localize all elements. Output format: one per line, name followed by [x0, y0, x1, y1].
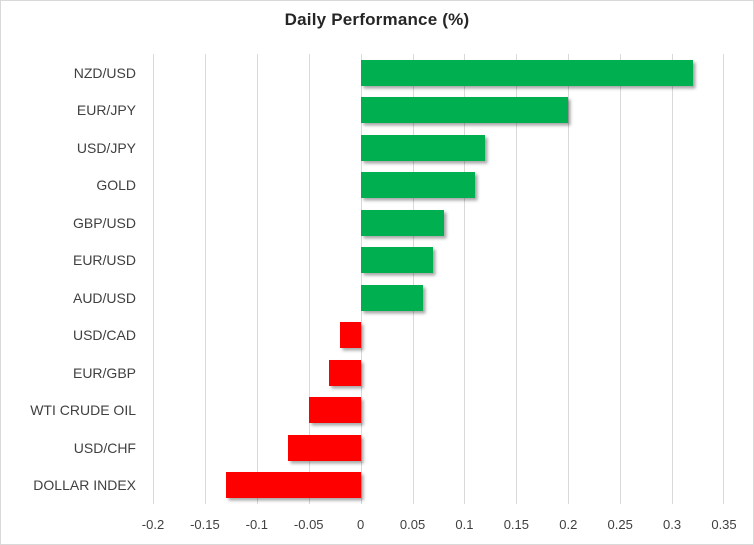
- category-label: USD/JPY: [76, 139, 136, 156]
- gridline: [723, 54, 724, 504]
- category-label: AUD/USD: [72, 289, 136, 306]
- gridline: [568, 54, 569, 504]
- category-label: GOLD: [96, 177, 136, 194]
- category-label: GBP/USD: [72, 214, 136, 231]
- x-tick-label: 0.3: [663, 517, 682, 532]
- gridline: [464, 54, 465, 504]
- gridline: [672, 54, 673, 504]
- value-axis: -0.2 -0.15 -0.1 -0.05 0 0.05 0.1 0.15 0.2 0.25 0.3…: [142, 517, 737, 537]
- x-tick-label: 0.1: [455, 517, 474, 532]
- bar-nzd-usd: [360, 59, 693, 86]
- x-tick-label: -0.2: [141, 517, 165, 532]
- gridline: [205, 54, 206, 504]
- x-tick-label: 0.05: [399, 517, 426, 532]
- bar-gold: [360, 172, 475, 199]
- bar-eur-jpy: [360, 97, 569, 124]
- category-label: EUR/USD: [72, 252, 136, 269]
- category-label: NZD/USD: [73, 64, 136, 81]
- gridline: [361, 54, 362, 504]
- gridline: [620, 54, 621, 504]
- x-tick-label: 0.2: [559, 517, 578, 532]
- gridline: [413, 54, 414, 504]
- category-label: WTI CRUDE OIL: [30, 402, 136, 419]
- gridline: [257, 54, 258, 504]
- category-label: EUR/JPY: [76, 102, 136, 119]
- bar-gbp-usd: [360, 209, 444, 236]
- plot-area: [153, 54, 724, 504]
- category-label: EUR/GBP: [72, 364, 136, 381]
- category-label: USD/CAD: [72, 327, 136, 344]
- x-tick-label: 0: [357, 517, 365, 532]
- bar-usd-chf: [287, 434, 361, 461]
- x-tick-label: 0.15: [503, 517, 530, 532]
- bar-dollar-index: [225, 472, 361, 499]
- x-tick-label: -0.05: [293, 517, 324, 532]
- gridline: [516, 54, 517, 504]
- x-tick-label: 0.35: [711, 517, 737, 532]
- bar-usd-jpy: [360, 134, 486, 161]
- gridline: [309, 54, 310, 504]
- category-label: USD/CHF: [73, 439, 136, 456]
- bar-wti-crude-oil: [308, 397, 361, 424]
- x-tick-label: -0.15: [190, 517, 220, 532]
- bar-eur-gbp: [329, 359, 361, 386]
- x-tick-label: -0.1: [245, 517, 269, 532]
- bar-eur-usd: [360, 247, 434, 274]
- bar-aud-usd: [360, 284, 423, 311]
- gridline: [153, 54, 154, 504]
- category-axis: NZD/USD EUR/JPY USD/JPY GOLD GBP/USD EUR/USD A…: [1, 54, 141, 504]
- chart-title: Daily Performance (%): [284, 10, 470, 29]
- x-tick-label: 0.25: [607, 517, 633, 532]
- bar-usd-cad: [339, 322, 361, 349]
- category-label: DOLLAR INDEX: [33, 477, 136, 494]
